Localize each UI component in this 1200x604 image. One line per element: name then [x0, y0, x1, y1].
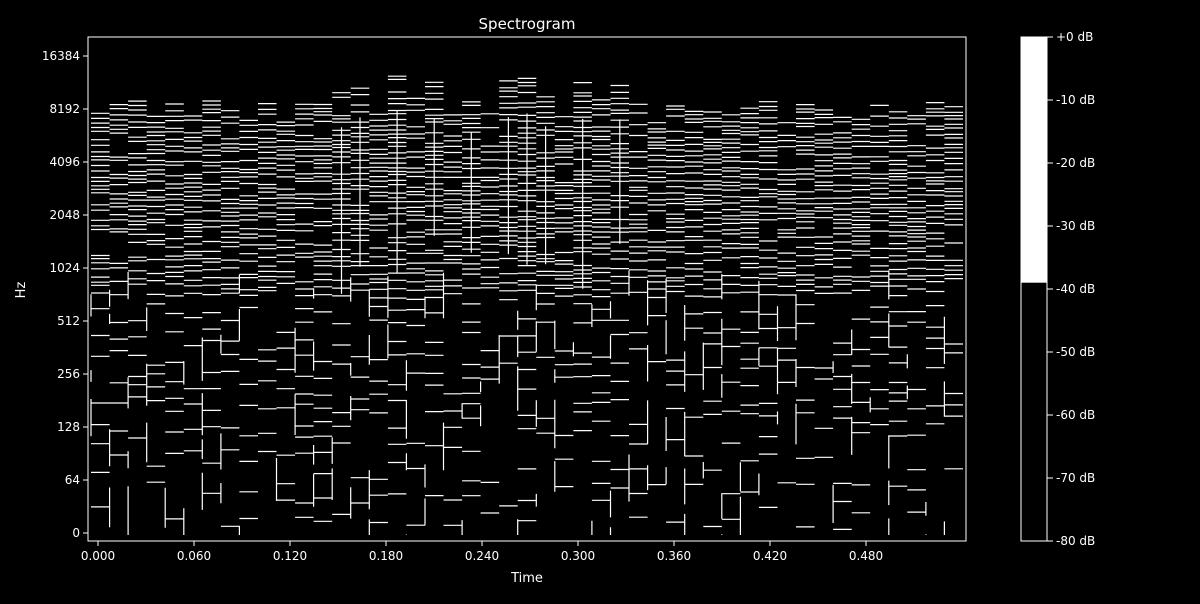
- y-tick-label: 16384: [42, 49, 80, 63]
- colorbar-tick-label: -10 dB: [1056, 93, 1095, 107]
- colorbar-fill: [1021, 37, 1047, 283]
- y-tick-label: 0: [72, 526, 80, 540]
- x-axis-label: Time: [510, 571, 543, 586]
- y-tick-label: 8192: [49, 102, 80, 116]
- spectrogram-cells: [90, 75, 963, 535]
- x-tick-label: 0.060: [177, 549, 211, 563]
- colorbar-tick-label: -70 dB: [1056, 471, 1095, 485]
- y-tick-label: 1024: [49, 261, 80, 275]
- colorbar-tick-label: -60 dB: [1056, 408, 1095, 422]
- colorbar-tick-label: +0 dB: [1056, 30, 1093, 44]
- colorbar-tick-label: -30 dB: [1056, 219, 1095, 233]
- x-tick-label: 0.240: [465, 549, 499, 563]
- x-tick-label: 0.300: [561, 549, 595, 563]
- y-tick-label: 2048: [49, 208, 80, 222]
- y-tick-label: 512: [57, 314, 80, 328]
- x-tick-label: 0.360: [657, 549, 691, 563]
- x-tick-label: 0.180: [369, 549, 403, 563]
- x-tick-label: 0.000: [81, 549, 115, 563]
- x-tick-label: 0.420: [753, 549, 787, 563]
- y-tick-label: 64: [65, 473, 80, 487]
- spectrogram-texture: [90, 75, 963, 535]
- y-tick-label: 128: [57, 420, 80, 434]
- x-tick-label: 0.120: [273, 549, 307, 563]
- plot-frame: [87, 36, 967, 542]
- colorbar-ticks: +0 dB -10 dB -20 dB -30 dB -40 dB -50 dB -60 d…: [1047, 30, 1095, 548]
- y-tick-label: 4096: [49, 155, 80, 169]
- colorbar-tick-label: -80 dB: [1056, 534, 1095, 548]
- colorbar: +0 dB -10 dB -20 dB -30 dB -40 dB -50 dB -60 d…: [1020, 30, 1095, 548]
- y-axis-label: Hz: [14, 282, 29, 299]
- y-axis: 0 64 128 256 512 1024 2048 4096 8192 16384: [42, 49, 88, 540]
- y-tick-label: 256: [57, 367, 80, 381]
- x-tick-label: 0.480: [849, 549, 883, 563]
- colorbar-tick-label: -20 dB: [1056, 156, 1095, 170]
- chart-title: Spectrogram: [479, 15, 576, 33]
- colorbar-tick-label: -50 dB: [1056, 345, 1095, 359]
- x-axis: 0.000 0.060 0.120 0.180 0.240 0.300 0.360 0.420…: [81, 541, 883, 563]
- colorbar-tick-label: -40 dB: [1056, 282, 1095, 296]
